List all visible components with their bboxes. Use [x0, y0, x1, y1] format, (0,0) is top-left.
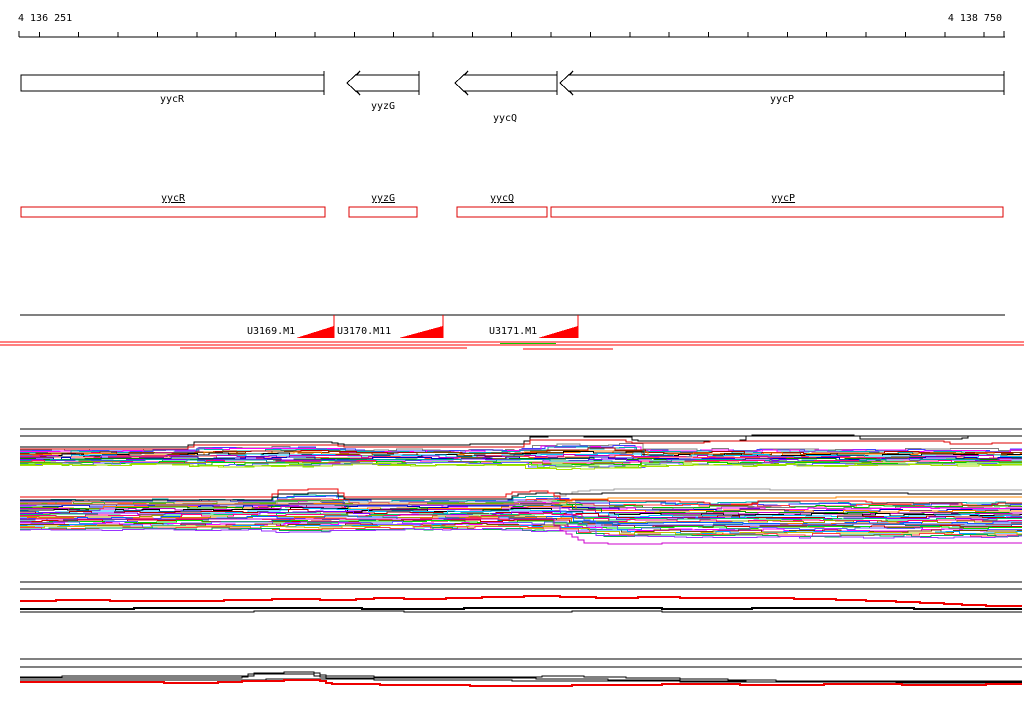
- gene-rect-label-yycP[interactable]: yycP: [770, 193, 796, 204]
- probe-label-U3169.M1[interactable]: U3169.M1: [247, 326, 296, 337]
- expression-panel-4-feature-line: [20, 671, 1022, 682]
- expression-panel-2-feature-line: [20, 504, 1022, 526]
- expression-panel-3-feature-line: [20, 610, 1022, 613]
- expression-panel-2-profile-line: [20, 506, 1022, 515]
- ruler-start-coordinate: 4 136 251: [18, 13, 73, 24]
- expression-panel-2-profile-line: [20, 503, 1022, 513]
- expression-panel-3-feature-line: [20, 595, 1022, 607]
- expression-panel-4-feature-line: [20, 679, 1022, 687]
- gene-rect-yycQ[interactable]: [456, 206, 548, 218]
- expression-panel-2-feature-line: [20, 518, 1022, 545]
- expression-panel-4-feature-line: [20, 678, 1022, 684]
- gene-arrow-yyzG[interactable]: [346, 70, 420, 96]
- ruler-end-coordinate: 4 138 750: [947, 13, 1002, 24]
- gene-arrow-yycR[interactable]: [20, 74, 325, 92]
- gene-rect-label-yyzG[interactable]: yyzG: [370, 193, 396, 204]
- expression-panel-2-feature-line: [20, 488, 1022, 503]
- gene-arrow-label-yyzG[interactable]: yyzG: [370, 101, 396, 112]
- probe-ramp-U3169.M1[interactable]: [296, 326, 334, 338]
- gene-arrow-label-yycP[interactable]: yycP: [769, 94, 795, 105]
- expression-panel-2-feature-line: [20, 496, 1022, 505]
- expression-panel-2-profile-line: [20, 528, 1022, 539]
- gene-rect-yyzG[interactable]: [348, 206, 418, 218]
- gene-arrow-yycQ[interactable]: [454, 70, 558, 96]
- gene-arrow-yycP[interactable]: [559, 70, 1005, 96]
- expression-panel-1-feature-line: [20, 439, 1022, 450]
- gene-rect-label-yycR[interactable]: yycR: [160, 193, 186, 204]
- expression-panel-3-feature-line: [20, 607, 1022, 610]
- expression-panel-2-feature-line: [20, 488, 1022, 507]
- expression-panel-1-profile-line: [20, 446, 1022, 454]
- expression-panel-2-profile-line: [20, 521, 1022, 531]
- gene-arrow-label-yycQ[interactable]: yycQ: [492, 113, 518, 124]
- probe-label-U3170.M11[interactable]: U3170.M11: [337, 326, 392, 337]
- probe-ramp-U3171.M1[interactable]: [538, 326, 578, 338]
- gene-rect-label-yycQ[interactable]: yycQ: [489, 193, 515, 204]
- expression-panel-1-profile-line: [20, 463, 1022, 470]
- expression-panel-2-feature-line: [20, 492, 1022, 501]
- gene-rect-yycP[interactable]: [550, 206, 1004, 218]
- probe-ramp-U3170.M11[interactable]: [399, 326, 443, 338]
- gene-rect-yycR[interactable]: [20, 206, 326, 218]
- gene-arrow-label-yycR[interactable]: yycR: [159, 94, 185, 105]
- expression-panel-1-feature-line: [20, 434, 1022, 448]
- probe-label-U3171.M1[interactable]: U3171.M1: [489, 326, 538, 337]
- expression-panel-2-profile-line: [20, 520, 1022, 529]
